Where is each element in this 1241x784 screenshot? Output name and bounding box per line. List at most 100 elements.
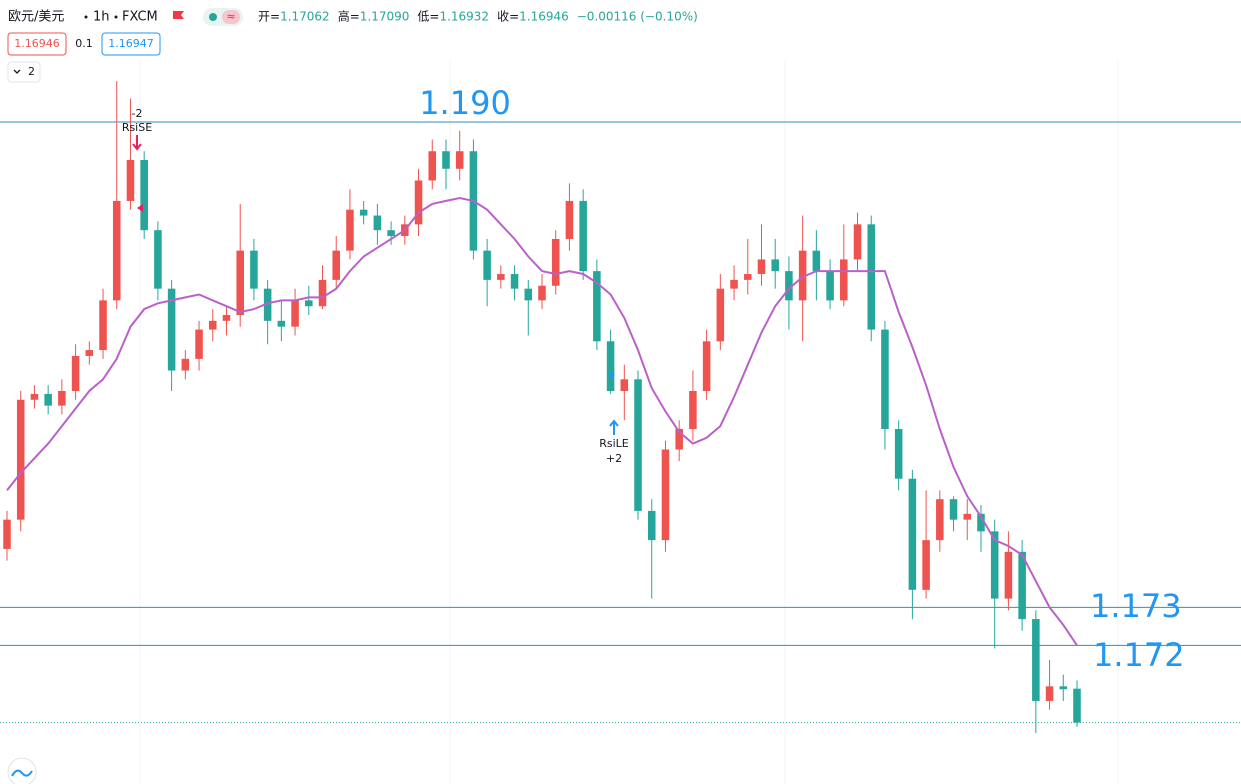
signal-marker bbox=[609, 371, 615, 379]
candle-body bbox=[3, 519, 11, 549]
bid-box[interactable] bbox=[7, 32, 67, 56]
ohlc-label: 高= bbox=[338, 9, 360, 24]
candle-body bbox=[277, 320, 286, 327]
signal-name: RsiSE bbox=[122, 121, 152, 134]
candle-body bbox=[812, 250, 821, 272]
candle-body bbox=[606, 341, 615, 392]
candle-body bbox=[634, 379, 642, 511]
candle-body bbox=[771, 259, 779, 272]
ohlc-value: 1.16946 bbox=[519, 10, 569, 24]
ohlc-label: 低= bbox=[417, 10, 439, 24]
signal-qty: +2 bbox=[606, 452, 622, 465]
candle-body bbox=[16, 399, 25, 520]
candle-body bbox=[44, 393, 52, 406]
source: FXCM bbox=[122, 10, 158, 25]
candle-body bbox=[949, 499, 958, 520]
candle-body bbox=[785, 271, 793, 301]
candle-body bbox=[85, 350, 94, 356]
candle-body bbox=[524, 288, 533, 301]
signal-marker bbox=[137, 204, 143, 212]
candle-body bbox=[702, 341, 711, 392]
candle-body bbox=[346, 209, 354, 251]
candle-body bbox=[510, 274, 519, 289]
candle-body bbox=[442, 151, 450, 169]
indicator-toggle[interactable] bbox=[7, 61, 41, 83]
candle-body bbox=[30, 393, 39, 400]
candle-body bbox=[373, 215, 382, 231]
candle-body bbox=[922, 540, 930, 590]
ohlc-value: 1.17062 bbox=[280, 10, 330, 24]
level-label: 1.173 bbox=[1090, 587, 1182, 625]
ohlc-value: 1.16932 bbox=[439, 10, 489, 24]
flag-icon[interactable] bbox=[173, 11, 184, 19]
candle-body bbox=[675, 429, 683, 450]
candle-body bbox=[208, 320, 217, 330]
candle-body bbox=[620, 379, 629, 392]
ask-box[interactable] bbox=[101, 32, 161, 56]
candle-body bbox=[908, 478, 917, 590]
candle-body bbox=[798, 250, 807, 301]
ohlc-label: 收= bbox=[497, 10, 519, 24]
candle-body bbox=[689, 391, 697, 430]
candle-body bbox=[99, 300, 107, 351]
symbol: 欧元/美元 bbox=[8, 10, 64, 25]
separator bbox=[84, 15, 88, 19]
candle-body bbox=[332, 250, 341, 280]
signal-name: RsiLE bbox=[599, 437, 629, 450]
candle-body bbox=[881, 329, 889, 430]
ohlc-value: 1.17090 bbox=[360, 10, 410, 24]
candle-body bbox=[483, 250, 491, 280]
chevron bbox=[13, 69, 21, 74]
candle-body bbox=[593, 271, 601, 342]
candle-body bbox=[853, 224, 862, 260]
candle-body bbox=[1059, 686, 1068, 690]
candle-body bbox=[291, 300, 299, 327]
signal-arrow bbox=[609, 419, 619, 435]
candle-body bbox=[661, 449, 670, 541]
signal-qty: -2 bbox=[132, 107, 143, 120]
candle-body bbox=[140, 160, 148, 231]
candle-body bbox=[236, 250, 244, 315]
moving-average bbox=[6, 196, 1078, 646]
indicator-count: 2 bbox=[28, 65, 35, 78]
candle-body bbox=[716, 288, 725, 342]
signal-arrow bbox=[132, 135, 142, 151]
candle-body bbox=[126, 160, 135, 201]
grid bbox=[139, 60, 1119, 784]
candle-body bbox=[250, 250, 258, 289]
level-label: 1.190 bbox=[419, 84, 511, 122]
candle-body bbox=[428, 151, 437, 181]
candle-body bbox=[963, 513, 972, 520]
status-dot bbox=[209, 13, 217, 21]
candle-body bbox=[318, 279, 327, 307]
candle-body bbox=[1018, 551, 1026, 620]
candle-body bbox=[565, 200, 574, 239]
logo[interactable] bbox=[7, 757, 37, 784]
candle-body bbox=[263, 288, 272, 321]
candle-body bbox=[414, 180, 423, 225]
candle-body bbox=[167, 288, 176, 371]
spread: 0.1 bbox=[75, 37, 93, 50]
candle-body bbox=[840, 259, 848, 301]
candle-body bbox=[112, 200, 121, 301]
candle-body bbox=[538, 285, 546, 301]
candle-body bbox=[71, 355, 80, 392]
candle-body bbox=[58, 391, 66, 406]
candle-body bbox=[181, 358, 190, 371]
candle-body bbox=[1073, 688, 1081, 723]
separator bbox=[114, 15, 118, 19]
candle-body bbox=[826, 271, 834, 301]
candle-body bbox=[154, 230, 162, 289]
candle-body bbox=[757, 259, 766, 275]
candle-body bbox=[195, 329, 203, 359]
candle-body bbox=[1045, 686, 1054, 701]
candle-body bbox=[305, 300, 313, 307]
ohlc-label: 开= bbox=[258, 10, 280, 24]
logo-wave bbox=[11, 769, 33, 777]
candle-body bbox=[743, 274, 752, 280]
candle-body bbox=[579, 200, 587, 272]
candle-body bbox=[977, 513, 985, 532]
candle-body bbox=[497, 274, 505, 280]
